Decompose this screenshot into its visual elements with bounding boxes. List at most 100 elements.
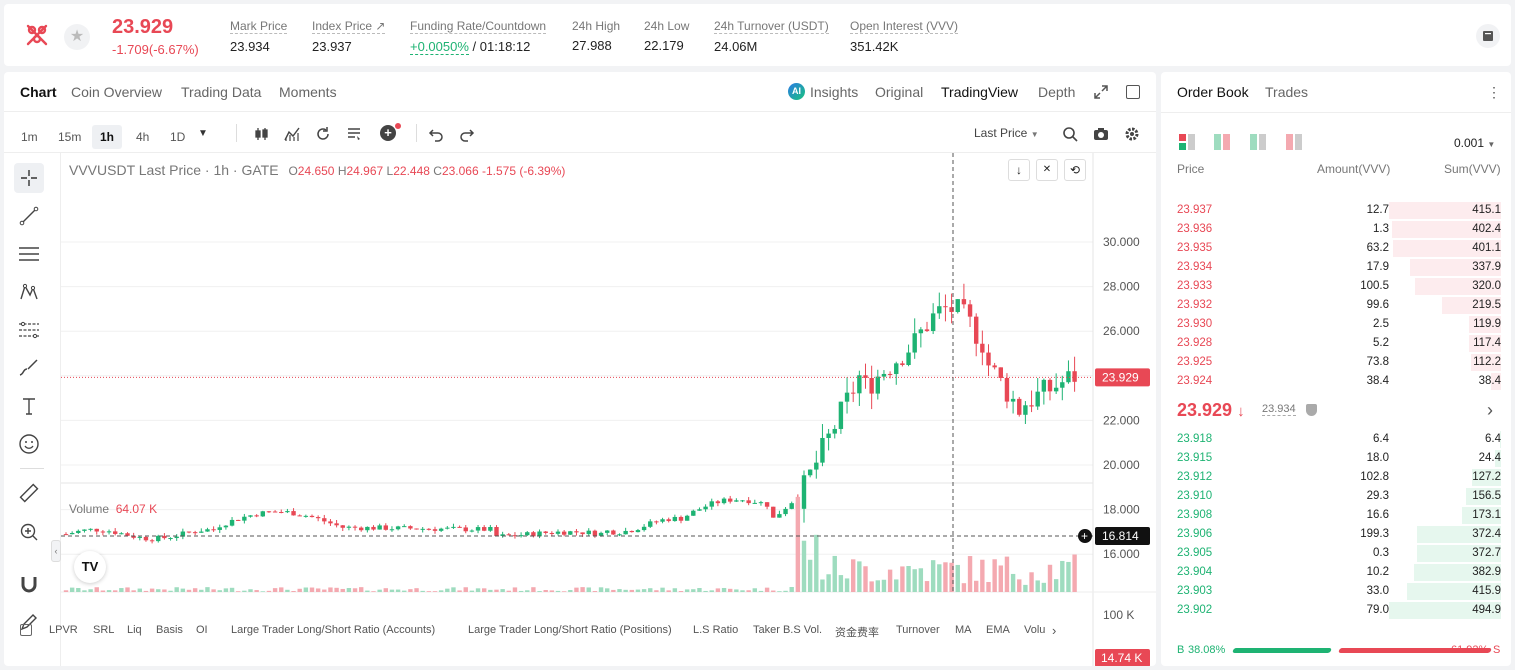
tab-moments[interactable]: Moments — [279, 84, 337, 100]
ask-row[interactable]: 23.928 5.2 117.4 — [1177, 334, 1501, 353]
replay-icon[interactable] — [315, 126, 331, 145]
ind-volume[interactable]: Volu — [1024, 624, 1046, 636]
ai-insights-icon[interactable]: AI — [788, 83, 805, 100]
ask-row[interactable]: 23.936 1.3 402.4 — [1177, 220, 1501, 239]
ask-row[interactable]: 23.934 17.9 337.9 — [1177, 258, 1501, 277]
bid-row[interactable]: 23.905 0.3 372.7 — [1177, 544, 1501, 563]
tab-depth[interactable]: Depth — [1038, 84, 1076, 100]
candle-body — [137, 536, 142, 538]
undo-icon[interactable] — [428, 126, 444, 145]
interval-1m[interactable]: 1m — [21, 130, 38, 144]
zoom-in-icon[interactable] — [14, 517, 44, 547]
candle-body — [844, 392, 850, 402]
pattern-tool-icon[interactable] — [14, 277, 44, 307]
fib-tool-icon[interactable] — [14, 315, 44, 345]
tradingview-logo[interactable]: TV — [74, 551, 106, 583]
search-icon[interactable] — [1062, 126, 1078, 145]
bid-row[interactable]: 23.912 102.8 127.2 — [1177, 468, 1501, 487]
ind-turnover[interactable]: Turnover — [896, 624, 940, 636]
interval-dropdown-icon[interactable]: ▼ — [198, 128, 208, 139]
horizontal-lines-tool-icon[interactable] — [14, 239, 44, 269]
collapse-icon[interactable]: ✕ — [1036, 159, 1058, 181]
precision-select[interactable]: 0.001 ▼ — [1454, 136, 1496, 150]
ind-funding-rate[interactable]: 资金费率 — [835, 627, 879, 639]
ruler-tool-icon[interactable] — [14, 478, 44, 508]
collapse-toolbar-handle[interactable]: ‹ — [51, 540, 61, 562]
ind-ls-ratio[interactable]: L.S Ratio — [693, 624, 739, 636]
tab-original[interactable]: Original — [875, 84, 924, 100]
redo-icon[interactable] — [459, 126, 475, 145]
view-both-icon[interactable] — [1179, 134, 1195, 153]
window-icon[interactable] — [1126, 85, 1140, 99]
tab-insights[interactable]: Insights — [810, 84, 859, 100]
interval-1d[interactable]: 1D — [170, 130, 186, 144]
tab-tradingview[interactable]: TradingView — [941, 84, 1019, 100]
ask-row[interactable]: 23.935 63.2 401.1 — [1177, 239, 1501, 258]
price-type-select[interactable]: Last Price ▼ — [974, 126, 1039, 140]
bid-row[interactable]: 23.915 18.0 24.4 — [1177, 449, 1501, 468]
bid-row[interactable]: 23.906 199.3 372.4 — [1177, 525, 1501, 544]
notebook-icon[interactable] — [1476, 24, 1500, 48]
volume-bar — [783, 590, 788, 592]
camera-icon[interactable] — [1093, 126, 1109, 145]
bid-row[interactable]: 23.904 10.2 382.9 — [1177, 563, 1501, 582]
candle-style-icon[interactable] — [254, 126, 270, 145]
ind-taker-bs-vol[interactable]: Taker B.S Vol. — [753, 624, 823, 636]
tab-coin-overview[interactable]: Coin Overview — [71, 84, 163, 100]
ind-ma[interactable]: MA — [955, 624, 972, 636]
ask-row[interactable]: 23.932 99.6 219.5 — [1177, 296, 1501, 315]
tab-trading-data[interactable]: Trading Data — [181, 84, 262, 100]
bid-row[interactable]: 23.902 79.0 494.9 — [1177, 601, 1501, 620]
add-indicator-icon[interactable]: + — [380, 125, 396, 141]
ind-lpvr[interactable]: LPVR — [49, 624, 78, 636]
ask-row[interactable]: 23.924 38.4 38.4 — [1177, 372, 1501, 391]
favorite-star-icon[interactable]: ★ — [64, 24, 90, 50]
view-bids-icon[interactable] — [1214, 134, 1230, 153]
ask-row[interactable]: 23.937 12.7 415.1 — [1177, 201, 1501, 220]
ind-basis[interactable]: Basis — [156, 624, 183, 636]
templates-icon[interactable] — [346, 126, 362, 145]
tab-chart[interactable]: Chart — [20, 84, 57, 100]
ind-oi[interactable]: OI — [196, 624, 208, 636]
bid-row[interactable]: 23.908 16.6 173.1 — [1177, 506, 1501, 525]
crosshair-tool-icon[interactable] — [14, 163, 44, 193]
layout-icon[interactable] — [20, 624, 32, 636]
expand-icon[interactable] — [1093, 84, 1109, 100]
ask-row[interactable]: 23.933 100.5 320.0 — [1177, 277, 1501, 296]
interval-1h[interactable]: 1h — [92, 125, 123, 149]
candle-body — [851, 392, 856, 394]
ob-expand-chevron-icon[interactable]: › — [1487, 400, 1493, 420]
magnet-tool-icon[interactable] — [14, 569, 44, 599]
interval-4h[interactable]: 4h — [136, 130, 150, 144]
ind-large-trader-accounts[interactable]: Large Trader Long/Short Ratio (Accounts) — [231, 624, 436, 636]
ind-large-trader-positions[interactable]: Large Trader Long/Short Ratio (Positions… — [468, 624, 672, 636]
trendline-tool-icon[interactable] — [14, 201, 44, 231]
ob-amount: 6.4 — [1373, 433, 1389, 445]
brush-tool-icon[interactable] — [14, 353, 44, 383]
volume-bar — [266, 590, 272, 592]
tab-trades[interactable]: Trades — [1265, 84, 1309, 100]
more-menu-icon[interactable]: ⋮ — [1487, 84, 1501, 100]
indicators-icon[interactable] — [284, 126, 300, 145]
ind-ema[interactable]: EMA — [986, 624, 1010, 636]
stat-index-price[interactable]: Index Price ↗ 23.937 — [312, 19, 386, 54]
view-sell-only-icon[interactable] — [1286, 134, 1302, 153]
refresh-icon[interactable]: ⟲ — [1064, 159, 1086, 181]
indicators-next-icon[interactable]: › — [1052, 623, 1057, 638]
bid-row[interactable]: 23.903 33.0 415.9 — [1177, 582, 1501, 601]
ask-row[interactable]: 23.925 73.8 112.2 — [1177, 353, 1501, 372]
view-buy-only-icon[interactable] — [1250, 134, 1266, 153]
tab-order-book[interactable]: Order Book — [1177, 84, 1249, 100]
settings-gear-icon[interactable] — [1124, 126, 1140, 145]
ind-liq[interactable]: Liq — [127, 624, 142, 636]
candlestick-chart[interactable]: 30.00028.00026.00024.00022.00020.00018.0… — [61, 153, 1156, 666]
ask-row[interactable]: 23.930 2.5 119.9 — [1177, 315, 1501, 334]
bid-row[interactable]: 23.910 29.3 156.5 — [1177, 487, 1501, 506]
bid-row[interactable]: 23.918 6.4 6.4 — [1177, 430, 1501, 449]
scroll-down-icon[interactable]: ↓ — [1008, 159, 1030, 181]
ind-srl[interactable]: SRL — [93, 624, 115, 636]
candle-body — [580, 532, 585, 535]
text-tool-icon[interactable] — [14, 391, 44, 421]
interval-15m[interactable]: 15m — [58, 130, 82, 144]
emoji-tool-icon[interactable] — [14, 429, 44, 459]
